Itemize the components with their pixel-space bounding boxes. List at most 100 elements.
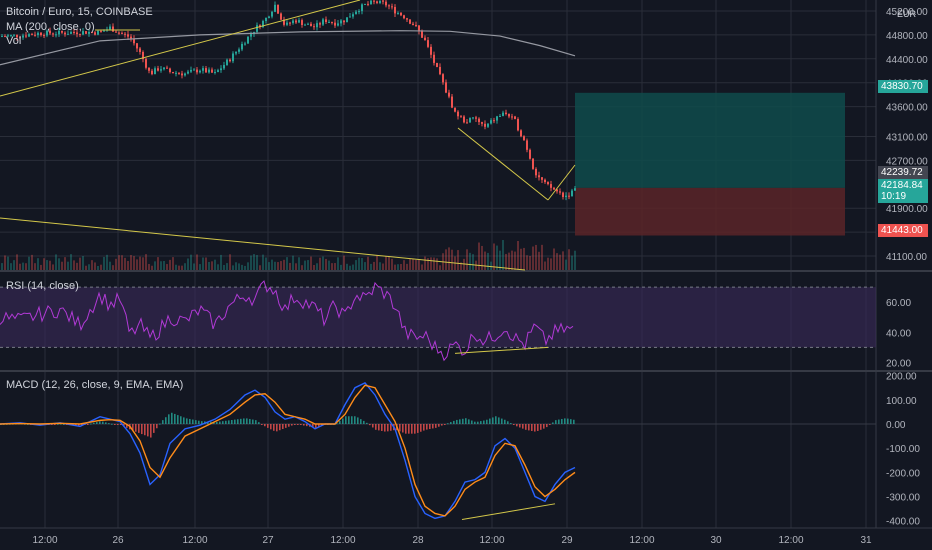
macd-histogram-bar (519, 424, 521, 428)
candle-body (298, 20, 300, 23)
time-axis[interactable]: 12:00 26 12:00 27 12:00 28 12:00 29 12:00 30 12:00… (32, 535, 872, 546)
candle-body (214, 71, 216, 73)
volume-bar (565, 259, 567, 270)
volume-bar (88, 264, 90, 270)
ma-legend[interactable]: MA (200, close, 0) (6, 21, 95, 33)
macd-histogram-bar (147, 424, 149, 437)
macd-histogram-bar (279, 424, 281, 431)
macd-pane[interactable] (0, 382, 876, 521)
candle-body (559, 191, 561, 193)
volume-bar (379, 262, 381, 270)
volume-bar (139, 256, 141, 270)
candle-body (397, 12, 399, 14)
price-tick-label: 44800.00 (886, 31, 928, 42)
trendline (457, 127, 549, 201)
macd-histogram-bar (192, 419, 194, 424)
macd-histogram-bar (417, 424, 419, 433)
candle-body (550, 184, 552, 188)
time-tick-label: 27 (262, 535, 274, 546)
macd-histogram-bar (387, 424, 389, 432)
macd-legend[interactable]: MACD (12, 26, close, 9, EMA, EMA) (6, 379, 184, 391)
candle-body (142, 51, 144, 60)
macd-histogram-bar (261, 424, 263, 425)
candle-body (463, 116, 465, 123)
volume-bar (274, 261, 276, 270)
candle-body (88, 31, 90, 34)
volume-bar (37, 258, 39, 270)
volume-bar (532, 246, 534, 270)
candle-body (307, 23, 309, 25)
macd-histogram-bar (156, 424, 158, 429)
candle-body (151, 70, 153, 75)
rsi-legend[interactable]: RSI (14, close) (6, 280, 79, 292)
volume-bar (109, 261, 111, 270)
volume-bar (508, 252, 510, 270)
macd-histogram-bar (285, 424, 287, 428)
candle-body (208, 69, 210, 73)
macd-histogram-bar (195, 420, 197, 424)
volume-bar (70, 254, 72, 270)
volume-legend[interactable]: Vol (6, 35, 22, 47)
price-pane[interactable] (0, 0, 845, 271)
candle-body (196, 69, 198, 73)
macd-histogram-bar (489, 418, 491, 424)
candle-body (139, 48, 141, 52)
volume-bar (238, 263, 240, 270)
macd-histogram-bar (132, 424, 134, 431)
macd-histogram-bar (567, 418, 569, 424)
macd-tick-label: 100.00 (886, 396, 917, 407)
macd-histogram-bar (300, 424, 302, 425)
price-tick-label: 41100.00 (886, 252, 927, 263)
candle-body (553, 187, 555, 190)
candle-body (358, 11, 360, 13)
candle-body (199, 70, 201, 73)
volume-bar (343, 255, 345, 270)
symbol-title[interactable]: Bitcoin / Euro, 15, COINBASE (6, 6, 153, 18)
volume-bar (307, 260, 309, 270)
volume-bar (187, 258, 189, 270)
macd-histogram-bar (459, 419, 461, 424)
candle-body (262, 21, 264, 27)
volume-bar (10, 263, 12, 270)
candle-body (373, 0, 375, 2)
volume-bar (67, 261, 69, 270)
volume-bar (46, 260, 48, 270)
candle-body (76, 32, 78, 35)
macd-histogram-bar (399, 424, 401, 432)
candle-body (430, 46, 432, 55)
volume-bar (295, 263, 297, 270)
macd-histogram-bar (366, 422, 368, 424)
rsi-pane[interactable] (0, 280, 876, 362)
candle-body (274, 4, 276, 12)
volume-bar (91, 260, 93, 270)
volume-bar (226, 263, 228, 270)
candle-body (499, 116, 501, 118)
macd-histogram-bar (363, 420, 365, 424)
candle-body (118, 32, 120, 34)
time-tick-label: 12:00 (182, 535, 207, 546)
volume-bar (142, 257, 144, 270)
volume-bar (280, 261, 282, 270)
macd-histogram-bar (453, 420, 455, 424)
macd-histogram-bar (282, 424, 284, 430)
macd-histogram-bar (201, 421, 203, 424)
candle-body (394, 7, 396, 14)
bar-countdown: 10:19 (881, 191, 907, 202)
volume-bar (283, 259, 285, 270)
candle-body (529, 149, 531, 159)
macd-histogram-bar (249, 418, 251, 424)
grid-layer (0, 0, 932, 529)
macd-histogram-bar (429, 424, 431, 430)
candle-body (478, 118, 480, 123)
candle-body (31, 34, 33, 36)
candle-body (346, 17, 348, 23)
macd-histogram-bar (408, 424, 410, 434)
candle-body (319, 23, 321, 25)
volume-bar (301, 265, 303, 270)
volume-bar (562, 251, 564, 270)
macd-histogram-bar (294, 424, 296, 425)
volume-bar (445, 249, 447, 270)
volume-bar (571, 255, 573, 270)
macd-histogram-bar (162, 420, 164, 424)
